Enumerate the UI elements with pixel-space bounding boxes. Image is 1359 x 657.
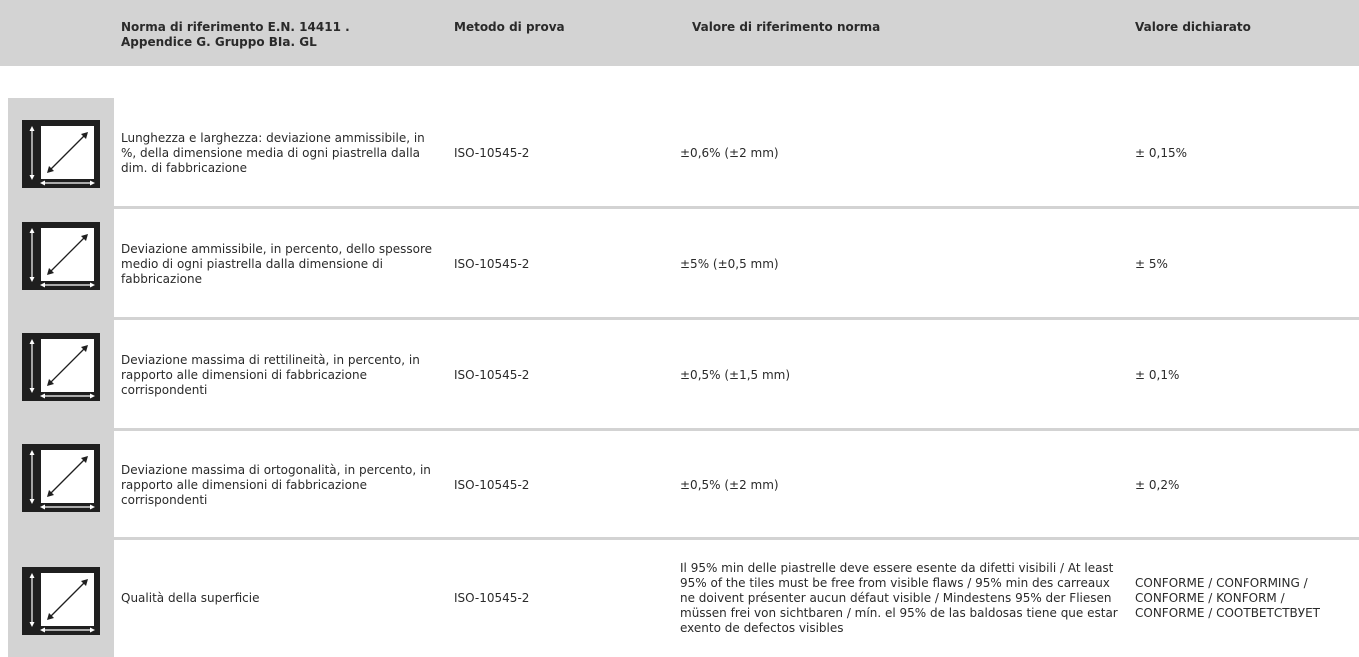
dimensions-icon [22,333,100,401]
header-declared-value: Valore dichiarato [1135,20,1251,34]
dimensions-icon [22,222,100,290]
row-description: Qualità della superficie [121,591,260,605]
row-reference-value: Il 95% min delle piastrelle deve essere … [680,561,1118,635]
row-declared-value: ± 5% [1135,256,1168,271]
row-test-method: ISO-10545-2 [454,591,530,605]
row-test-method: ISO-10545-2 [454,477,530,492]
header-reference-value: Valore di riferimento norma [692,20,881,34]
row-test-method: ISO-10545-2 [454,367,530,382]
dimensions-icon [22,444,100,512]
row-declared-value: ± 0,2% [1135,477,1180,492]
row-reference-value: ±5% (±0,5 mm) [680,256,779,271]
row-description: Deviazione massima di rettilineità, in p… [121,352,420,397]
row-reference-value: ±0,5% (±1,5 mm) [680,367,791,382]
row-divider [114,537,1359,540]
row-description: Deviazione ammissibile, in percento, del… [121,241,433,286]
row-divider [114,206,1359,209]
row-divider [114,428,1359,431]
header-test-method: Metodo di prova [454,20,565,34]
row-reference-value: ±0,6% (±2 mm) [680,145,779,160]
dimensions-icon [22,567,100,635]
row-test-method: ISO-10545-2 [454,256,530,271]
row-declared-value: ± 0,1% [1135,367,1180,382]
row-test-method: ISO-10545-2 [454,145,530,160]
table-header: Norma di riferimento E.N. 14411 . Append… [0,0,1359,66]
row-declared-value: ± 0,15% [1135,145,1187,160]
row-declared-value: CONFORME / CONFORMING / CONFORME / KONFO… [1135,576,1321,620]
row-description: Deviazione massima di ortogonalità, in p… [121,462,431,507]
row-description: Lunghezza e larghezza: deviazione ammiss… [121,130,425,175]
row-divider [114,317,1359,320]
dimensions-icon [22,120,100,188]
header-standard: Norma di riferimento E.N. 14411 . Append… [121,20,350,49]
row-reference-value: ±0,5% (±2 mm) [680,477,779,492]
